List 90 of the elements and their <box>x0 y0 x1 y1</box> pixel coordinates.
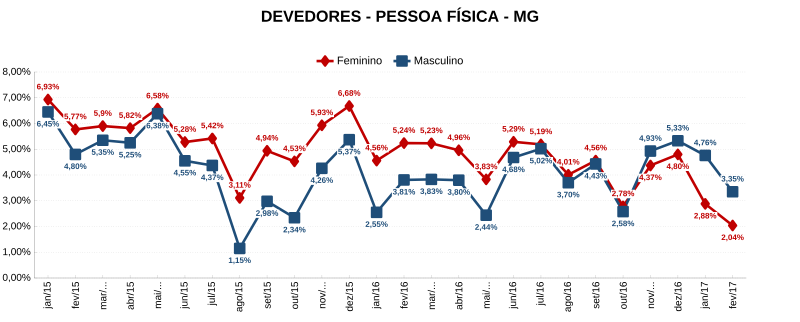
y-tick-label: 3,00% <box>2 196 30 205</box>
legend-label: Feminino <box>338 56 382 64</box>
data-label: 5,24% <box>392 127 416 134</box>
data-label: 5,9% <box>94 110 112 118</box>
x-tick-label: nov/... <box>646 282 654 308</box>
data-label: 5,93% <box>310 109 333 116</box>
data-label: 2,55% <box>366 221 388 228</box>
x-tick-label: out/16 <box>619 282 627 309</box>
data-label: 4,68% <box>502 166 525 174</box>
x-tick-label: abr/16 <box>455 282 462 310</box>
x-tick-label: dez/16 <box>674 282 682 312</box>
data-label: 3,81% <box>392 188 416 196</box>
data-label: 5,82% <box>119 112 142 120</box>
data-label: 4,53% <box>283 146 306 152</box>
x-tick-label: mai/... <box>482 282 490 308</box>
data-label: 6,38% <box>146 122 169 130</box>
x-tick-label: dez/15 <box>346 282 353 312</box>
x-tick-label: jul/15 <box>208 282 217 306</box>
data-label: 4,43% <box>584 172 607 180</box>
x-tick-label: set/15 <box>263 282 271 308</box>
legend-label: Masculino <box>414 56 463 64</box>
chart-title: DEVEDORES - PESSOA FÍSICA - MG <box>262 8 538 22</box>
x-tick-label: nov/... <box>318 282 326 308</box>
data-label: 3,80% <box>448 189 470 196</box>
data-label: 4,80% <box>666 163 689 170</box>
x-tick-label: jan/15 <box>43 282 53 310</box>
data-label: 5,28% <box>174 126 196 134</box>
data-label: 5,42% <box>201 122 224 130</box>
x-tick-label: out/15 <box>290 282 298 309</box>
data-label: 4,96% <box>448 134 470 142</box>
y-tick-label: 5,00% <box>2 145 30 154</box>
data-label: 2,58% <box>612 220 634 228</box>
data-label: 5,19% <box>530 128 552 136</box>
data-label: 5,77% <box>64 114 87 120</box>
x-tick-label: abr/15 <box>126 282 134 310</box>
data-label: 6,45% <box>36 120 60 128</box>
data-label: 1,15% <box>228 257 251 264</box>
data-label: 4,55% <box>174 170 196 177</box>
y-tick-label: 4,00% <box>2 170 30 180</box>
data-label: 2,98% <box>256 210 278 218</box>
data-label: 2,04% <box>722 234 744 242</box>
x-tick-label: ago/15 <box>235 282 244 312</box>
data-label: 4,01% <box>557 158 580 166</box>
data-label: 6,93% <box>36 84 60 91</box>
data-label: 3,11% <box>228 182 251 189</box>
data-label: 5,29% <box>502 126 525 133</box>
data-label: 4,37% <box>639 174 662 182</box>
x-tick-label: fev/16 <box>400 282 408 309</box>
x-tick-label: set/16 <box>592 282 600 308</box>
data-label: 2,34% <box>283 226 306 234</box>
data-label: 4,56% <box>365 144 388 152</box>
data-label: 5,02% <box>530 158 552 165</box>
data-label: 3,83% <box>420 188 443 196</box>
data-label: 2,88% <box>694 212 716 220</box>
y-tick-label: 8,00% <box>2 68 30 76</box>
data-label: 3,83% <box>475 164 498 170</box>
data-label: 2,44% <box>475 224 498 231</box>
x-tick-label: jan/17 <box>700 282 710 310</box>
x-tick-label: jul/16 <box>536 282 546 306</box>
data-label: 5,37% <box>338 148 360 156</box>
data-label: 4,26% <box>310 177 333 184</box>
data-label: 3,35% <box>721 176 744 183</box>
data-label: 4,93% <box>639 135 662 142</box>
x-tick-label: ago/16 <box>564 282 573 312</box>
y-tick-label: 7,00% <box>2 94 30 102</box>
data-label: 4,76% <box>694 140 716 146</box>
x-tick-label: jun/16 <box>508 282 518 310</box>
x-tick-label: mar/... <box>99 282 106 310</box>
data-label: 6,58% <box>146 92 169 100</box>
data-label: 6,68% <box>338 90 360 97</box>
y-tick-label: 0,00% <box>2 274 30 282</box>
data-label: 5,25% <box>119 152 142 159</box>
data-label: 4,56% <box>584 144 607 152</box>
data-label: 5,23% <box>420 128 443 134</box>
x-tick-label: fev/15 <box>72 282 80 309</box>
data-label: 5,33% <box>666 124 689 132</box>
data-label: 5,35% <box>92 149 114 156</box>
data-label: 4,94% <box>256 134 278 142</box>
y-tick-label: 6,00% <box>2 119 30 128</box>
data-label: 2,78% <box>612 190 634 198</box>
x-tick-label: fev/17 <box>728 282 736 309</box>
data-label: 4,80% <box>64 163 87 170</box>
x-tick-label: jan/16 <box>372 282 382 310</box>
y-tick-label: 2,00% <box>2 222 30 231</box>
data-label: 4,37% <box>201 174 224 182</box>
y-tick-label: 1,00% <box>3 248 30 256</box>
x-tick-label: jun/15 <box>180 282 190 310</box>
x-tick-label: mar/... <box>428 282 436 310</box>
x-tick-label: mai/... <box>154 282 162 308</box>
data-label: 3,70% <box>557 192 580 199</box>
